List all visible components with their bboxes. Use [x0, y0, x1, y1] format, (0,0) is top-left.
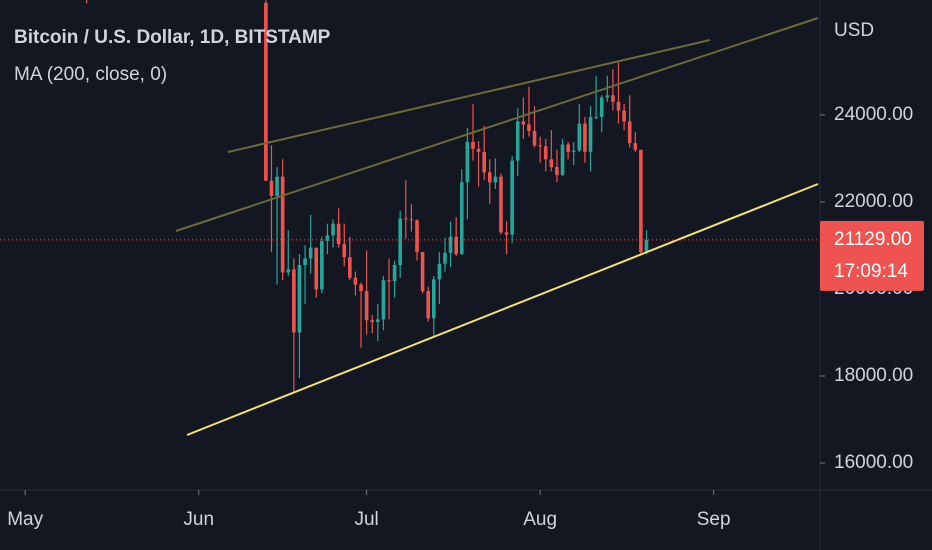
candle-body — [426, 291, 430, 319]
candle-body — [381, 280, 386, 320]
candle-body — [504, 232, 509, 235]
candle-body — [454, 236, 458, 255]
candle-body — [264, 2, 268, 181]
candle-body — [359, 284, 363, 292]
candle-body — [633, 143, 638, 150]
x-tick-label: Aug — [523, 509, 557, 530]
candle-body — [269, 180, 274, 196]
candle-body — [521, 121, 526, 125]
candle-body — [605, 95, 610, 98]
candle-body — [471, 141, 475, 149]
candle-body — [364, 291, 369, 321]
candle-body — [286, 269, 291, 273]
price-badge-value: 21129.00 — [834, 229, 912, 250]
candle-body — [437, 263, 442, 280]
candle-body — [616, 101, 621, 111]
candle-body — [292, 269, 296, 333]
x-tick-label: Sep — [697, 509, 731, 530]
candle-body — [392, 265, 397, 282]
candle-body — [280, 176, 285, 273]
candle-body — [532, 130, 537, 146]
candle-body — [314, 247, 319, 290]
candle-body — [303, 258, 307, 266]
candle-body — [448, 236, 453, 253]
trend-line — [175, 17, 819, 232]
x-tick-label: Jun — [183, 509, 214, 530]
candle-body — [499, 176, 503, 233]
candle-body — [476, 148, 481, 152]
candle-body — [611, 95, 615, 102]
candle-body — [493, 176, 498, 183]
candle-body — [404, 218, 408, 220]
y-tick-label: 22000.00 — [834, 191, 913, 212]
candle-body — [588, 117, 593, 152]
candle-body — [566, 144, 570, 152]
currency-label: USD — [834, 20, 874, 41]
candle-body — [308, 247, 313, 259]
price-badge-countdown: 17:09:14 — [834, 261, 908, 282]
y-tick-label: 18000.00 — [834, 365, 913, 386]
y-tick-label: 24000.00 — [834, 104, 913, 125]
plot-area — [86, 0, 649, 394]
candle-body — [353, 277, 358, 285]
candle-body — [465, 141, 470, 183]
trend-line — [227, 39, 711, 153]
chart-title: Bitcoin / U.S. Dollar, 1D, BITSTAMP — [14, 27, 331, 48]
candle-body — [420, 251, 425, 292]
y-tick-label: 16000.00 — [834, 452, 913, 473]
x-tick-label: Jul — [354, 509, 378, 530]
candle-body — [275, 176, 279, 196]
candle-body — [510, 160, 514, 235]
candle-body — [415, 220, 419, 252]
candle-body — [297, 265, 302, 333]
candle-body — [538, 145, 542, 147]
candle-body — [583, 123, 587, 152]
indicator-label: MA (200, close, 0) — [14, 64, 167, 85]
candle-body — [443, 252, 447, 264]
candle-body — [336, 223, 341, 245]
candle-body — [594, 117, 598, 119]
x-tick-label: May — [7, 509, 43, 530]
candle-body — [376, 319, 380, 323]
candle-body — [325, 235, 330, 242]
candle-body — [320, 241, 324, 290]
candle-body — [555, 167, 559, 175]
candle-body — [342, 244, 347, 258]
candle-body — [370, 320, 375, 323]
candle-body — [639, 149, 643, 252]
candle-body — [487, 172, 492, 183]
candle-body — [482, 151, 486, 173]
candle-body — [409, 219, 414, 221]
candle-body — [549, 159, 554, 168]
price-badge — [820, 220, 924, 291]
candle-body — [571, 150, 576, 152]
candle-body — [331, 223, 335, 236]
candle-body — [398, 218, 403, 266]
candle-body — [599, 97, 604, 118]
candle-body — [627, 121, 632, 144]
candle-body — [348, 257, 352, 278]
candle-body — [527, 124, 531, 131]
candle-body — [459, 182, 464, 255]
candle-body — [387, 280, 391, 282]
candle-body — [644, 239, 649, 252]
candle-body — [515, 121, 520, 161]
candle-body — [622, 110, 626, 122]
candle-body — [577, 123, 582, 151]
candle-body — [560, 144, 565, 175]
support-line — [186, 183, 819, 436]
candle-body — [431, 279, 436, 319]
candle-body — [543, 146, 548, 160]
